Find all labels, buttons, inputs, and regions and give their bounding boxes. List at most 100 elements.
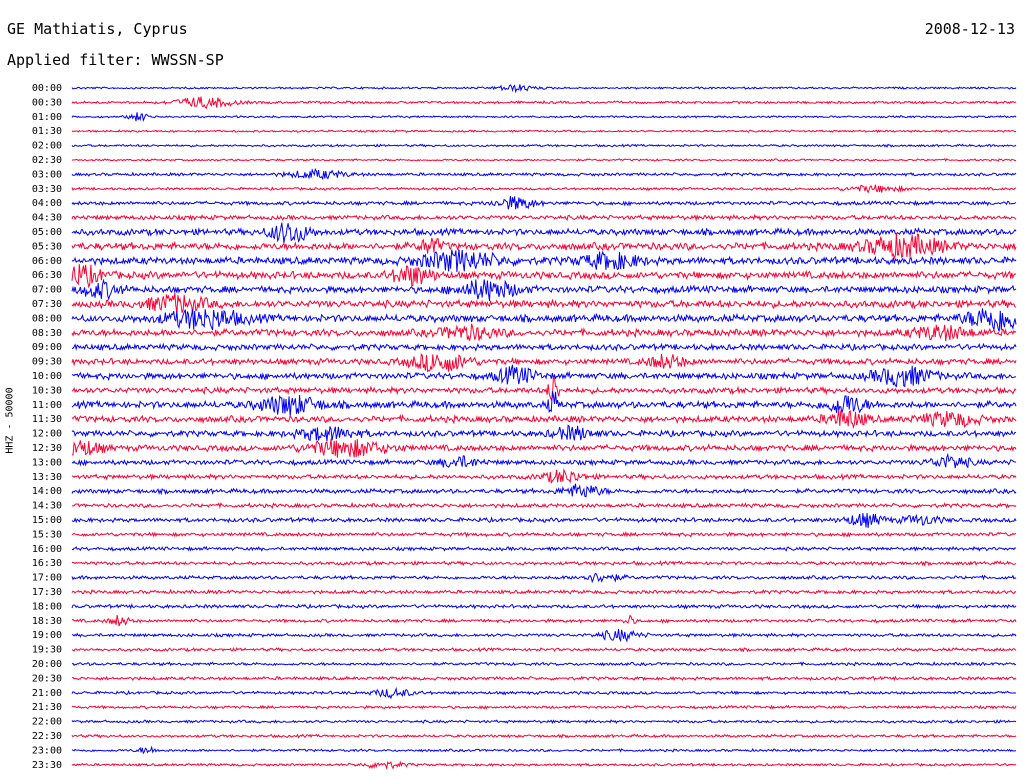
trace-row <box>71 675 1017 682</box>
trace-row <box>71 249 1017 273</box>
row-time-label: 23:30 <box>32 760 62 771</box>
trace-row <box>71 84 1017 94</box>
trace-row <box>71 143 1017 148</box>
trace-row <box>71 467 1017 484</box>
row-time-label: 11:00 <box>32 400 62 411</box>
trace-row <box>71 167 1017 181</box>
row-time-label: 14:00 <box>32 486 62 497</box>
trace-row <box>71 184 1016 194</box>
row-time-label: 22:30 <box>32 731 62 742</box>
trace-row <box>71 629 1017 643</box>
trace-row <box>71 342 1017 352</box>
row-time-label: 03:30 <box>32 184 62 195</box>
row-time-label: 12:00 <box>32 429 62 440</box>
row-time-label: 00:00 <box>32 83 62 94</box>
row-time-label: 05:00 <box>32 227 62 238</box>
trace-row <box>71 704 1017 710</box>
row-time-label: 23:00 <box>32 745 62 756</box>
trace-row <box>71 661 1017 667</box>
trace-row <box>71 391 1017 417</box>
trace-row <box>71 364 1017 388</box>
trace-row <box>71 129 1017 134</box>
row-time-label: 07:30 <box>32 299 62 310</box>
trace-row <box>71 424 1017 442</box>
trace-row <box>71 686 1017 700</box>
row-time-label: 17:00 <box>32 573 62 584</box>
trace-row <box>71 614 1017 627</box>
row-time-label: 13:30 <box>32 472 62 483</box>
plot-date: 2008-12-13 <box>924 20 1015 38</box>
trace-row <box>71 409 1017 430</box>
trace-row <box>71 501 1017 509</box>
row-time-label: 07:00 <box>32 285 62 296</box>
row-time-label: 22:00 <box>32 717 62 728</box>
trace-row <box>71 545 1017 552</box>
trace-row <box>71 376 1017 401</box>
trace-row <box>71 158 1017 162</box>
trace-row <box>71 646 1017 653</box>
trace-row <box>71 513 1017 529</box>
trace-row <box>71 733 1017 739</box>
trace-row <box>71 292 1017 314</box>
row-time-label: 19:00 <box>32 630 62 641</box>
trace-row <box>71 112 1017 122</box>
row-time-label: 19:30 <box>32 645 62 656</box>
row-time-label: 15:00 <box>32 515 62 526</box>
row-time-label: 13:00 <box>32 457 62 468</box>
row-time-label: 18:30 <box>32 616 62 627</box>
row-time-label: 16:00 <box>32 544 62 555</box>
row-time-label: 04:30 <box>32 213 62 224</box>
row-time-label: 17:30 <box>32 587 62 598</box>
row-time-label: 08:30 <box>32 328 62 339</box>
trace-row <box>71 530 1017 538</box>
row-time-label: 16:30 <box>32 558 62 569</box>
trace-row <box>71 278 1017 301</box>
trace-row <box>71 603 1017 610</box>
trace-row <box>71 588 1016 595</box>
row-time-label: 10:00 <box>32 371 62 382</box>
trace-row <box>71 232 1017 260</box>
trace-row <box>71 719 1017 725</box>
trace-row <box>71 745 1017 755</box>
row-time-label: 05:30 <box>32 241 62 252</box>
trace-row <box>71 323 1017 342</box>
row-time-label: 18:00 <box>32 601 62 612</box>
row-time-label: 02:00 <box>32 141 62 152</box>
row-time-label: 01:30 <box>32 126 62 137</box>
trace-row <box>71 308 1017 332</box>
row-time-label: 15:30 <box>32 529 62 540</box>
trace-row <box>71 222 1017 244</box>
trace-row <box>71 483 1017 498</box>
trace-row <box>71 195 1017 210</box>
trace-row <box>71 760 1017 771</box>
row-time-label: 04:00 <box>32 198 62 209</box>
trace-row <box>71 438 1017 458</box>
trace-row <box>71 213 1017 222</box>
row-time-label: 09:00 <box>32 342 62 353</box>
row-time-label: 21:30 <box>32 702 62 713</box>
row-time-label: 06:00 <box>32 256 62 267</box>
applied-filter: Applied filter: WWSSN-SP <box>7 51 224 69</box>
trace-row <box>71 560 1017 567</box>
row-time-label: 12:30 <box>32 443 62 454</box>
trace-row <box>71 96 1017 110</box>
row-time-label: 11:30 <box>32 414 62 425</box>
row-time-label: 20:00 <box>32 659 62 670</box>
row-time-label: 14:30 <box>32 501 62 512</box>
row-time-label: 09:30 <box>32 357 62 368</box>
row-time-label: 21:00 <box>32 688 62 699</box>
row-time-label: 00:30 <box>32 97 62 108</box>
trace-row <box>71 452 1017 469</box>
trace-row <box>71 572 1017 584</box>
row-time-label: 08:00 <box>32 313 62 324</box>
row-time-label: 02:30 <box>32 155 62 166</box>
station-title: GE Mathiatis, Cyprus <box>7 20 188 38</box>
row-time-label: 06:30 <box>32 270 62 281</box>
trace-row <box>71 353 1017 373</box>
trace-row <box>71 264 1017 289</box>
row-time-label: 01:00 <box>32 112 62 123</box>
row-time-label: 03:00 <box>32 169 62 180</box>
row-time-label: 10:30 <box>32 385 62 396</box>
row-time-label: 20:30 <box>32 673 62 684</box>
